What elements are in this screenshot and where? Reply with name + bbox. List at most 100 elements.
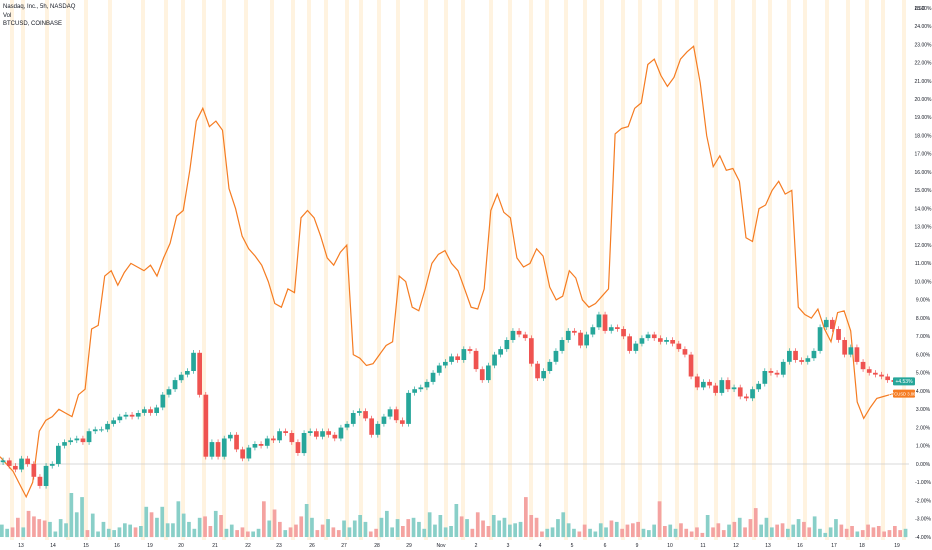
volume-bar [149,512,154,538]
session-band [768,0,772,540]
x-tick-label: 11 [700,543,705,549]
session-band [461,0,465,540]
candle-body [547,361,553,371]
session-band [45,0,49,540]
legend-main-symbol[interactable]: Nasdaq, Inc., 5h, NASDAQ [3,4,76,10]
volume-bar [251,531,255,537]
candle-body [31,464,37,477]
volume-bar [647,530,651,537]
candle-body [596,314,602,328]
volume-bar [42,520,47,537]
session-band [377,0,381,540]
volume-bar [32,516,36,537]
session-band [846,0,850,540]
candle-body [430,372,436,382]
session-band [345,0,349,540]
volume-bar [433,524,437,537]
volume-bar [529,515,534,537]
volume-bar [229,524,234,537]
volume-bar [26,510,31,537]
y-tick-label: 1.00% [916,444,931,450]
legend-volume[interactable]: Vol [3,12,12,19]
legend-compare-symbol[interactable]: BTCUSD, COINBASE [3,21,63,27]
volume-bar [663,526,667,537]
session-band [307,0,311,540]
volume-bar [860,530,865,537]
y-tick-label: -3.00% [915,517,931,523]
volume-bar [16,517,20,538]
candle-body [615,327,620,329]
volume-bar [315,530,320,537]
time-axis[interactable]: 13 14 15 16 19 20 21 22 23 26 27 28 29 Nov 2 3 4 5 6 9 10 11 1… [18,543,900,549]
x-tick-label: 28 [374,543,380,549]
volume-bar [631,523,635,538]
volume-bar [689,531,694,537]
candle-body [215,442,221,457]
y-tick-label: 25.00% [915,6,932,12]
volume-bar [636,521,640,537]
session-band [21,0,25,540]
candle-body [842,340,847,355]
session-band [545,0,549,540]
x-tick-label: 27 [341,543,347,549]
volume-bar [165,523,170,538]
candle-body [627,336,632,351]
candle-body [590,327,596,335]
candle-body [750,389,755,399]
volume-bar [112,530,116,537]
volume-bar [90,513,95,537]
btcusd-series [0,45,904,499]
volume-bar [497,520,501,537]
candle-body [559,340,565,351]
candle-body [277,431,282,441]
y-tick-label: 12.00% [915,243,932,249]
volume-bar [540,531,544,537]
y-tick-label: 3.00% [916,407,931,413]
volume-bar [465,519,469,537]
candle-body [412,389,417,393]
session-band [324,0,328,540]
volume-bar [176,501,181,538]
candle-body [37,476,43,486]
candle-body [142,409,147,413]
candle-body [295,442,301,453]
volume-bar [802,521,806,537]
y-tick-label: 23.00% [915,42,932,48]
y-tick-label: 21.00% [915,79,932,85]
candle-body [387,409,393,417]
candle-body [80,438,86,443]
candle-body [320,431,325,437]
y-tick-label: 9.00% [916,298,931,304]
candle-body [793,350,798,360]
y-tick-label: 5.00% [916,371,931,377]
volume-bar [786,528,790,538]
volume-bar [336,530,341,537]
session-band [244,0,248,540]
candle-body [799,360,804,362]
volume-bar [657,501,662,538]
x-tick-label: 5 [571,543,574,549]
volume-bar [684,528,689,538]
candle-body [670,340,675,344]
candle-body [326,431,331,435]
x-tick-label: 22 [245,543,251,549]
volume-bar [224,528,229,538]
volume-bar [588,528,592,538]
candle-body [873,372,878,375]
volume-bar [598,523,603,538]
volume-bar [834,519,838,537]
candle-body [25,458,30,465]
x-tick-label: 9 [636,543,639,549]
candle-body [332,434,338,439]
candle-body [541,371,546,379]
y-tick-label: 20.00% [915,97,932,103]
x-tick-label: 16 [797,543,803,549]
session-band [694,0,698,540]
session-band [675,0,679,540]
volume-bar [219,515,223,537]
y-tick-label: 8.00% [916,316,931,322]
session-band [714,0,718,540]
volume-bar [513,523,517,538]
